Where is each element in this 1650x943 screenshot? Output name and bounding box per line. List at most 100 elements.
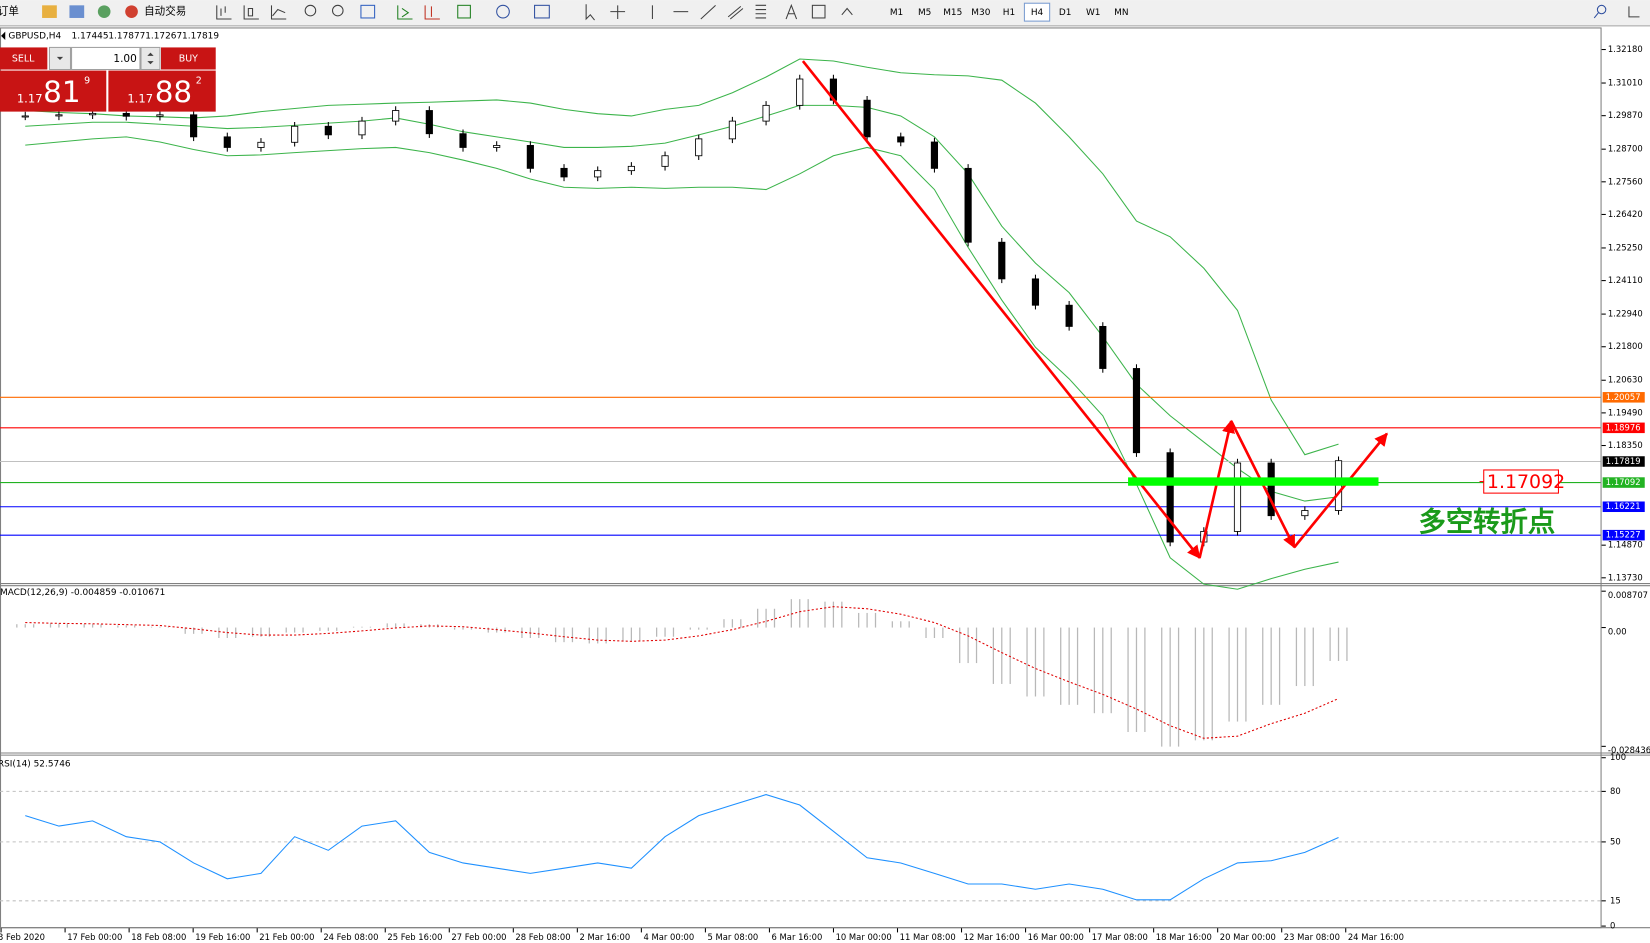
candle-body: [257, 141, 265, 148]
trend-arrow: [801, 60, 1201, 559]
price-level-label: 1.15227: [1606, 530, 1641, 540]
y-tick-label: -0.028436: [1608, 745, 1650, 755]
bid-box[interactable]: [0, 70, 107, 112]
icon[interactable]: [727, 5, 744, 20]
buy-label[interactable]: BUY: [179, 54, 198, 65]
timeframe-button[interactable]: D1: [1059, 8, 1072, 18]
search-icon[interactable]: [1593, 12, 1599, 19]
y-tick-label: 1.22940: [1608, 309, 1643, 319]
timeframe-button[interactable]: M1: [890, 8, 903, 18]
candle-body: [627, 165, 635, 172]
candle-body: [728, 120, 736, 140]
search-icon[interactable]: [1596, 4, 1607, 15]
candle-body: [930, 141, 939, 169]
ohlc-open: 1.17445: [72, 31, 109, 41]
x-tick-label: 20 Mar 00:00: [1220, 932, 1276, 942]
y-tick-label: 1.14870: [1608, 540, 1643, 550]
autotrade-icon[interactable]: [125, 5, 138, 18]
icon[interactable]: [457, 4, 471, 19]
icon[interactable]: [97, 5, 111, 18]
x-tick-label: 13 Feb 2020: [0, 932, 45, 942]
sell-button[interactable]: [0, 47, 48, 70]
icon[interactable]: [785, 3, 798, 20]
macd-label: MACD(12,26,9) -0.004859 -0.010671: [0, 588, 165, 598]
y-tick-label: 0.00: [1608, 626, 1627, 636]
icon[interactable]: [397, 5, 413, 20]
price-level-label: 1.20057: [1606, 392, 1641, 402]
x-tick-label: 4 Mar 00:00: [643, 932, 694, 942]
volume[interactable]: 1.00: [113, 53, 136, 65]
header-arrow: [1, 31, 6, 41]
icon[interactable]: [216, 5, 232, 20]
volume-input[interactable]: [71, 46, 141, 71]
candle-body: [1132, 368, 1141, 454]
x-tick-label: 21 Feb 00:00: [259, 932, 314, 942]
buy-button[interactable]: [161, 47, 216, 70]
icon[interactable]: [304, 4, 317, 17]
icon[interactable]: [331, 4, 344, 17]
candle-body: [964, 167, 972, 243]
timeframe-button[interactable]: M5: [918, 8, 931, 18]
autotrade[interactable]: 自动交易: [144, 5, 186, 18]
icon[interactable]: [42, 5, 57, 18]
icon[interactable]: [585, 4, 595, 21]
icon[interactable]: [424, 5, 440, 20]
timeframe-button[interactable]: M30: [971, 8, 990, 18]
price-level-label: 1.18976: [1606, 422, 1641, 432]
icon[interactable]: [496, 4, 510, 19]
bollinger-middle: [25, 104, 1339, 502]
icon[interactable]: [270, 5, 287, 20]
ask-box[interactable]: [108, 70, 216, 112]
candle-body: [55, 114, 63, 117]
candle-body: [291, 125, 299, 143]
candle-body: [425, 110, 433, 135]
x-tick-label: 19 Feb 16:00: [195, 932, 250, 942]
timeframe-button[interactable]: MN: [1114, 8, 1128, 18]
price-level-box: [1602, 529, 1645, 541]
y-tick-label: 1.19490: [1608, 407, 1643, 417]
candle-body: [594, 170, 602, 178]
x-tick-label: 27 Feb 00:00: [451, 932, 506, 942]
icon[interactable]: [534, 4, 550, 19]
candle-body: [1099, 325, 1107, 369]
timeframe-button[interactable]: H4: [1031, 8, 1044, 18]
x-tick-label: 25 Feb 16:00: [387, 932, 442, 942]
candle-body: [762, 104, 770, 122]
icon[interactable]: [841, 7, 853, 16]
candle-body: [459, 133, 467, 148]
icon[interactable]: [811, 4, 826, 19]
y-tick-label: 15: [1610, 895, 1621, 905]
price-level-box: [1602, 501, 1645, 513]
x-tick-label: 18 Mar 16:00: [1156, 932, 1212, 942]
sell-label[interactable]: SELL: [12, 54, 35, 65]
new-order[interactable]: 新订单: [0, 5, 19, 18]
active-timeframe: [1023, 2, 1051, 22]
icon[interactable]: [243, 5, 259, 20]
chart-symbol: GBPUSD,H4: [8, 31, 61, 41]
rsi-label: RSI(14) 52.5746: [0, 760, 71, 770]
annotation-value: 1.17092: [1487, 471, 1565, 493]
icon[interactable]: [1628, 6, 1640, 18]
y-tick-label: 0.008707: [1608, 590, 1648, 600]
icon[interactable]: [755, 4, 767, 19]
macd-signal: [25, 606, 1339, 739]
candle-body: [324, 125, 332, 136]
y-tick-label: 1.28700: [1608, 144, 1643, 154]
candle-body: [526, 145, 534, 169]
icon[interactable]: [700, 4, 716, 20]
trade-panel: SELL 1.00 BUY 1.17 81 9 1.17 88 2: [0, 46, 216, 112]
x-tick-label: 10 Mar 00:00: [836, 932, 892, 942]
timeframe-button[interactable]: H1: [1003, 8, 1015, 18]
icon[interactable]: [610, 5, 626, 20]
y-tick-label: 1.24110: [1608, 275, 1643, 285]
timeframe-button[interactable]: M15: [943, 8, 962, 18]
bid-pips: 81: [43, 75, 80, 109]
timeframe-button[interactable]: W1: [1086, 8, 1101, 18]
icon[interactable]: [360, 4, 376, 19]
spinner-arrows: [147, 52, 154, 65]
candle-body: [358, 120, 366, 136]
icon[interactable]: [69, 5, 85, 18]
volume-spinner[interactable]: [140, 46, 161, 71]
y-tick-label: 1.18350: [1608, 440, 1643, 450]
y-tick-label: 1.31010: [1608, 78, 1643, 88]
